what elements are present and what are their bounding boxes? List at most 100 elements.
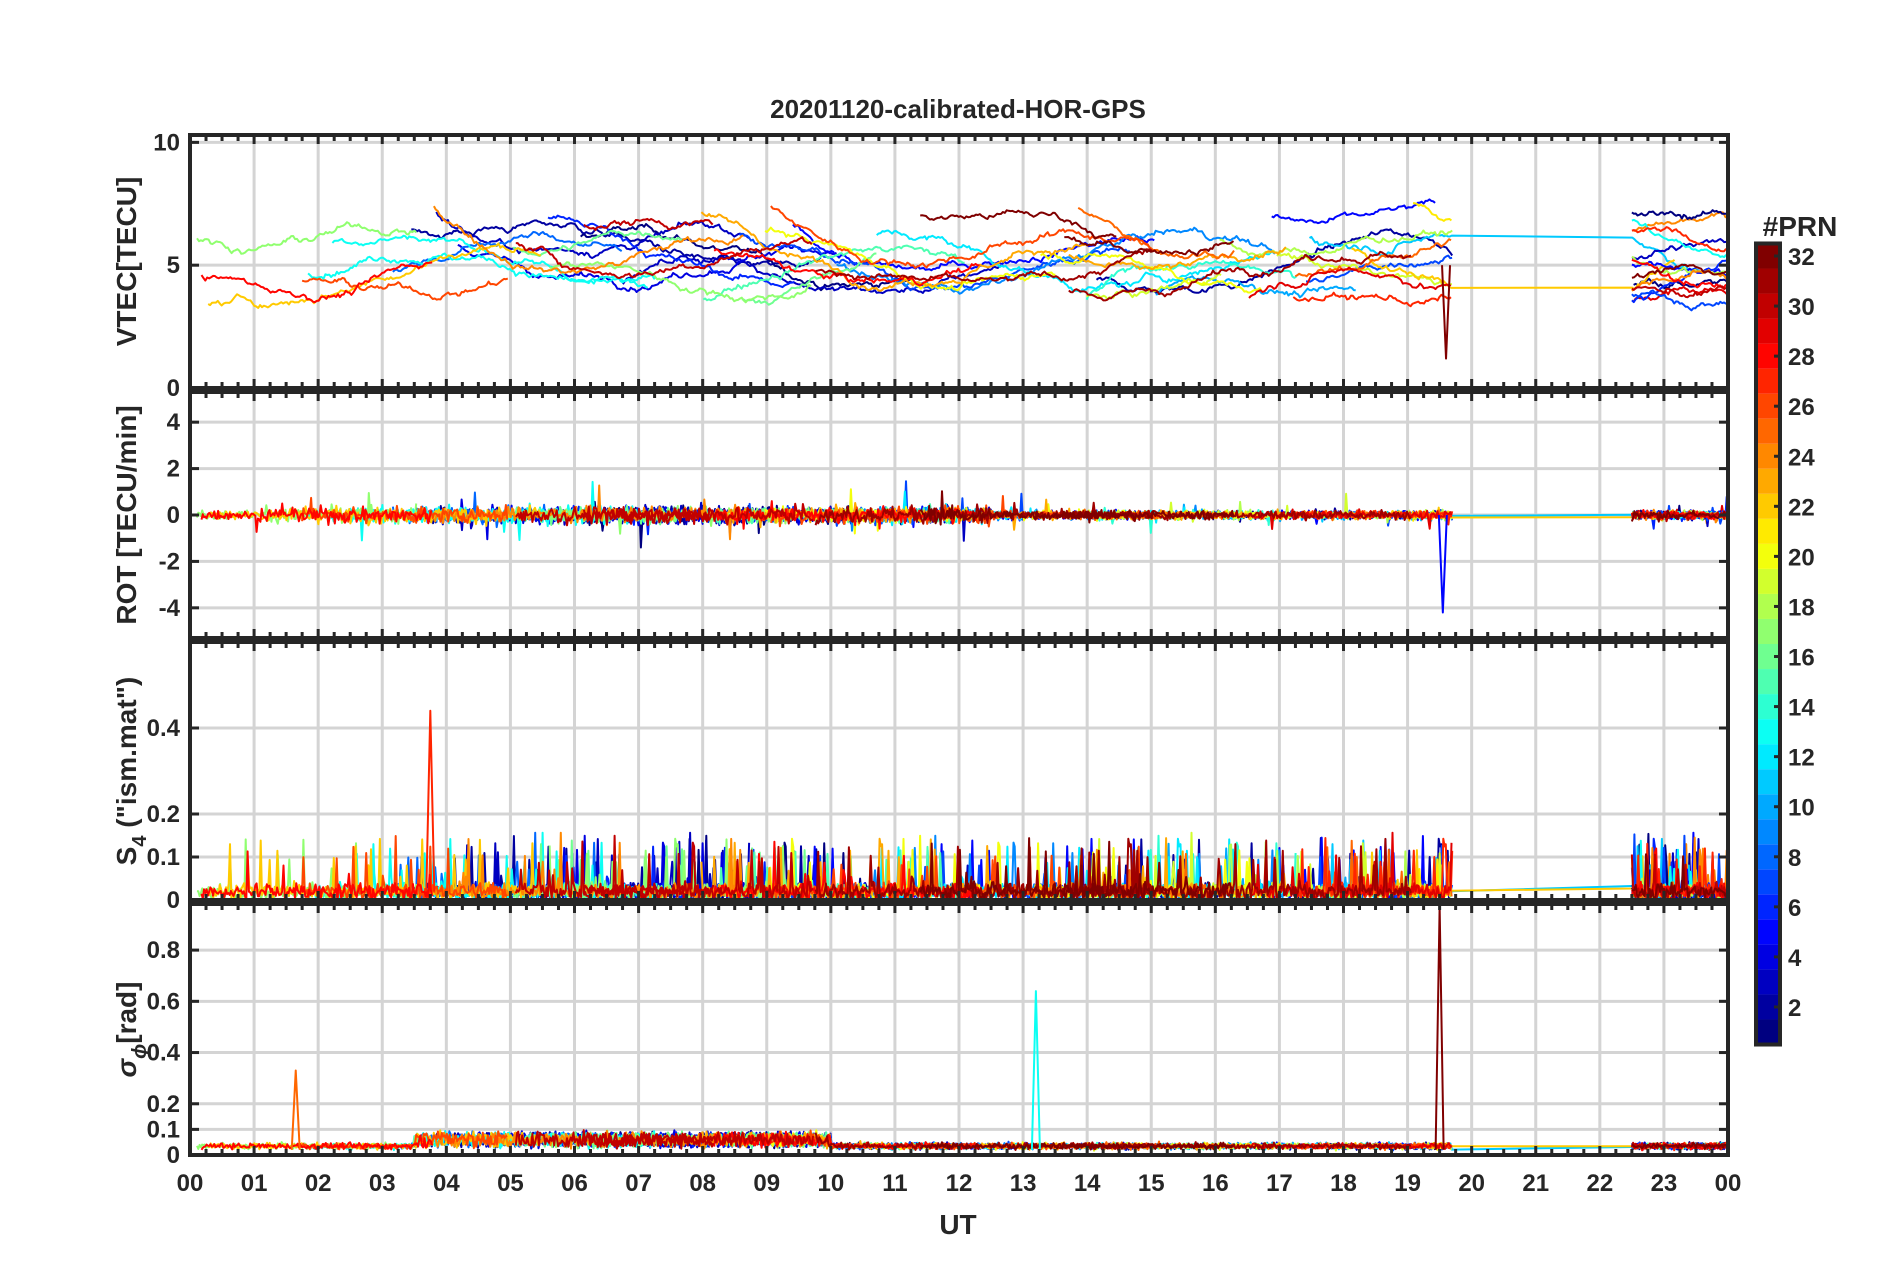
colorbar-swatch [1756, 268, 1780, 294]
colorbar-tick-label: 26 [1788, 394, 1815, 421]
y-tick-label: 0 [167, 502, 180, 529]
colorbar-tick-label: 24 [1788, 444, 1815, 471]
x-tick-label: 20 [1458, 1170, 1485, 1197]
x-tick-label: 22 [1586, 1170, 1613, 1197]
series-prn-25 [1077, 207, 1235, 260]
x-tick-label: 16 [1202, 1170, 1229, 1197]
series-prn-17 [196, 221, 417, 255]
x-tick-label: 17 [1266, 1170, 1293, 1197]
series-prn-32 [1631, 853, 1728, 900]
y-tick-label: 0 [167, 375, 180, 402]
colorbar-swatch [1756, 969, 1780, 995]
series-prn-3 [1631, 238, 1727, 261]
series-prn-32 [1631, 263, 1727, 279]
x-tick-label: 19 [1394, 1170, 1421, 1197]
series-prn-28 [200, 502, 433, 533]
y-tick-label: 0.8 [147, 937, 180, 964]
series-prn-16 [741, 252, 877, 306]
y-tick-label: 10 [153, 129, 180, 156]
colorbar-tick-label: 8 [1788, 845, 1801, 872]
series-prn-6 [547, 214, 795, 289]
y-axis-label-s4: S4 ("ism.mat") [111, 677, 151, 866]
x-tick-label: 00 [177, 1170, 204, 1197]
colorbar-swatch [1756, 919, 1780, 945]
series-traces [196, 198, 1728, 360]
x-tick-label: 23 [1651, 1170, 1678, 1197]
colorbar-tick-label: 20 [1788, 544, 1815, 571]
x-tick-label: 08 [689, 1170, 716, 1197]
y-tick-label: 0 [167, 1142, 180, 1169]
series-prn-22 [1351, 247, 1676, 290]
x-tick-label: 03 [369, 1170, 396, 1197]
series-prn-7 [1305, 254, 1453, 283]
series-prn-13 [1631, 218, 1727, 259]
y-tick-label: 0.2 [147, 1091, 180, 1118]
y-axis-label-vtec: VTEC[TECU] [111, 177, 142, 347]
x-tick-label: 11 [882, 1170, 907, 1197]
series-prn-17 [549, 261, 812, 304]
panel-s4: 00.10.20.4S4 ("ism.mat") [111, 640, 1730, 914]
series-prn-24 [1632, 211, 1728, 232]
series-prn-29 [1248, 266, 1452, 299]
colorbar-tick-label: 28 [1788, 344, 1815, 371]
x-tick-label: 12 [946, 1170, 973, 1197]
series-traces [196, 480, 1728, 614]
y-tick-label: 0.2 [147, 801, 180, 828]
colorbar-tick-label: 10 [1788, 795, 1815, 822]
series-prn-32 [1063, 509, 1235, 523]
event-spike-prn-13 [1030, 990, 1041, 1150]
colorbar-tick-label: 6 [1788, 895, 1801, 922]
series-prn-32 [1630, 509, 1728, 523]
panel-rot: -4 -2 0 2 4 ROT [TECU/min] [111, 390, 1730, 640]
series-prn-32 [1064, 236, 1235, 257]
x-tick-label: 00 [1715, 1170, 1742, 1197]
y-axis-label-rest: ("ism.mat") [111, 677, 142, 836]
colorbar-tick-label: 12 [1788, 745, 1815, 772]
y-tick-label: 0.4 [147, 1040, 181, 1067]
series-prn-23 [1068, 246, 1287, 271]
y-tick-label: 0.6 [147, 988, 180, 1015]
series-prn-30 [1631, 285, 1727, 299]
series-prn-25 [1294, 238, 1452, 278]
event-spike-prn-5 [1437, 514, 1448, 614]
series-prn-4 [457, 243, 837, 293]
y-axis-label-rot: ROT [TECU/min] [111, 405, 142, 624]
y-tick-label: -4 [159, 595, 181, 622]
colorbar-swatch [1756, 518, 1780, 544]
colorbar-tick-label: 30 [1788, 294, 1815, 321]
x-tick-label: 06 [561, 1170, 588, 1197]
series-prn-24 [432, 1129, 746, 1150]
colorbar-swatch [1756, 368, 1780, 394]
series-prn-1 [1631, 209, 1727, 220]
series-prn-12 [876, 229, 1276, 294]
series-prn-3 [622, 255, 1004, 295]
colorbar-swatch [1756, 1019, 1780, 1045]
series-prn-32 [919, 837, 1118, 900]
series-prn-14 [1085, 259, 1297, 301]
x-tick-label: 21 [1522, 1170, 1549, 1197]
event-spike-prn-25 [290, 1069, 301, 1150]
colorbar-swatch [1756, 318, 1780, 344]
y-axis-label-sub: ϕ [129, 1044, 151, 1059]
series-prn-15 [702, 244, 965, 302]
x-tick-label: 02 [305, 1170, 332, 1197]
series-prn-30 [515, 236, 813, 280]
series-prn-30 [583, 217, 714, 231]
series-prn-26 [770, 205, 1156, 269]
series-prn-29 [1632, 285, 1728, 303]
y-tick-label: 0.1 [147, 1116, 180, 1143]
colorbar-tick-label: 18 [1788, 594, 1815, 621]
y-axis-label-main: S [111, 847, 142, 866]
colorbar-tick-label: 4 [1788, 945, 1802, 972]
colorbar-swatch [1756, 819, 1780, 845]
colorbar-tick-label: 14 [1788, 695, 1815, 722]
y-axis-label-sigma_phi: σϕ[rad] [111, 982, 151, 1078]
series-prn-1 [1633, 277, 1728, 290]
colorbar-swatch [1756, 618, 1780, 644]
series-prn-18 [1219, 229, 1453, 257]
series-prn-32 [1631, 1141, 1728, 1151]
series-prn-19 [1276, 252, 1453, 287]
series-prn-31 [815, 248, 1153, 283]
series-prn-32 [919, 490, 1117, 526]
